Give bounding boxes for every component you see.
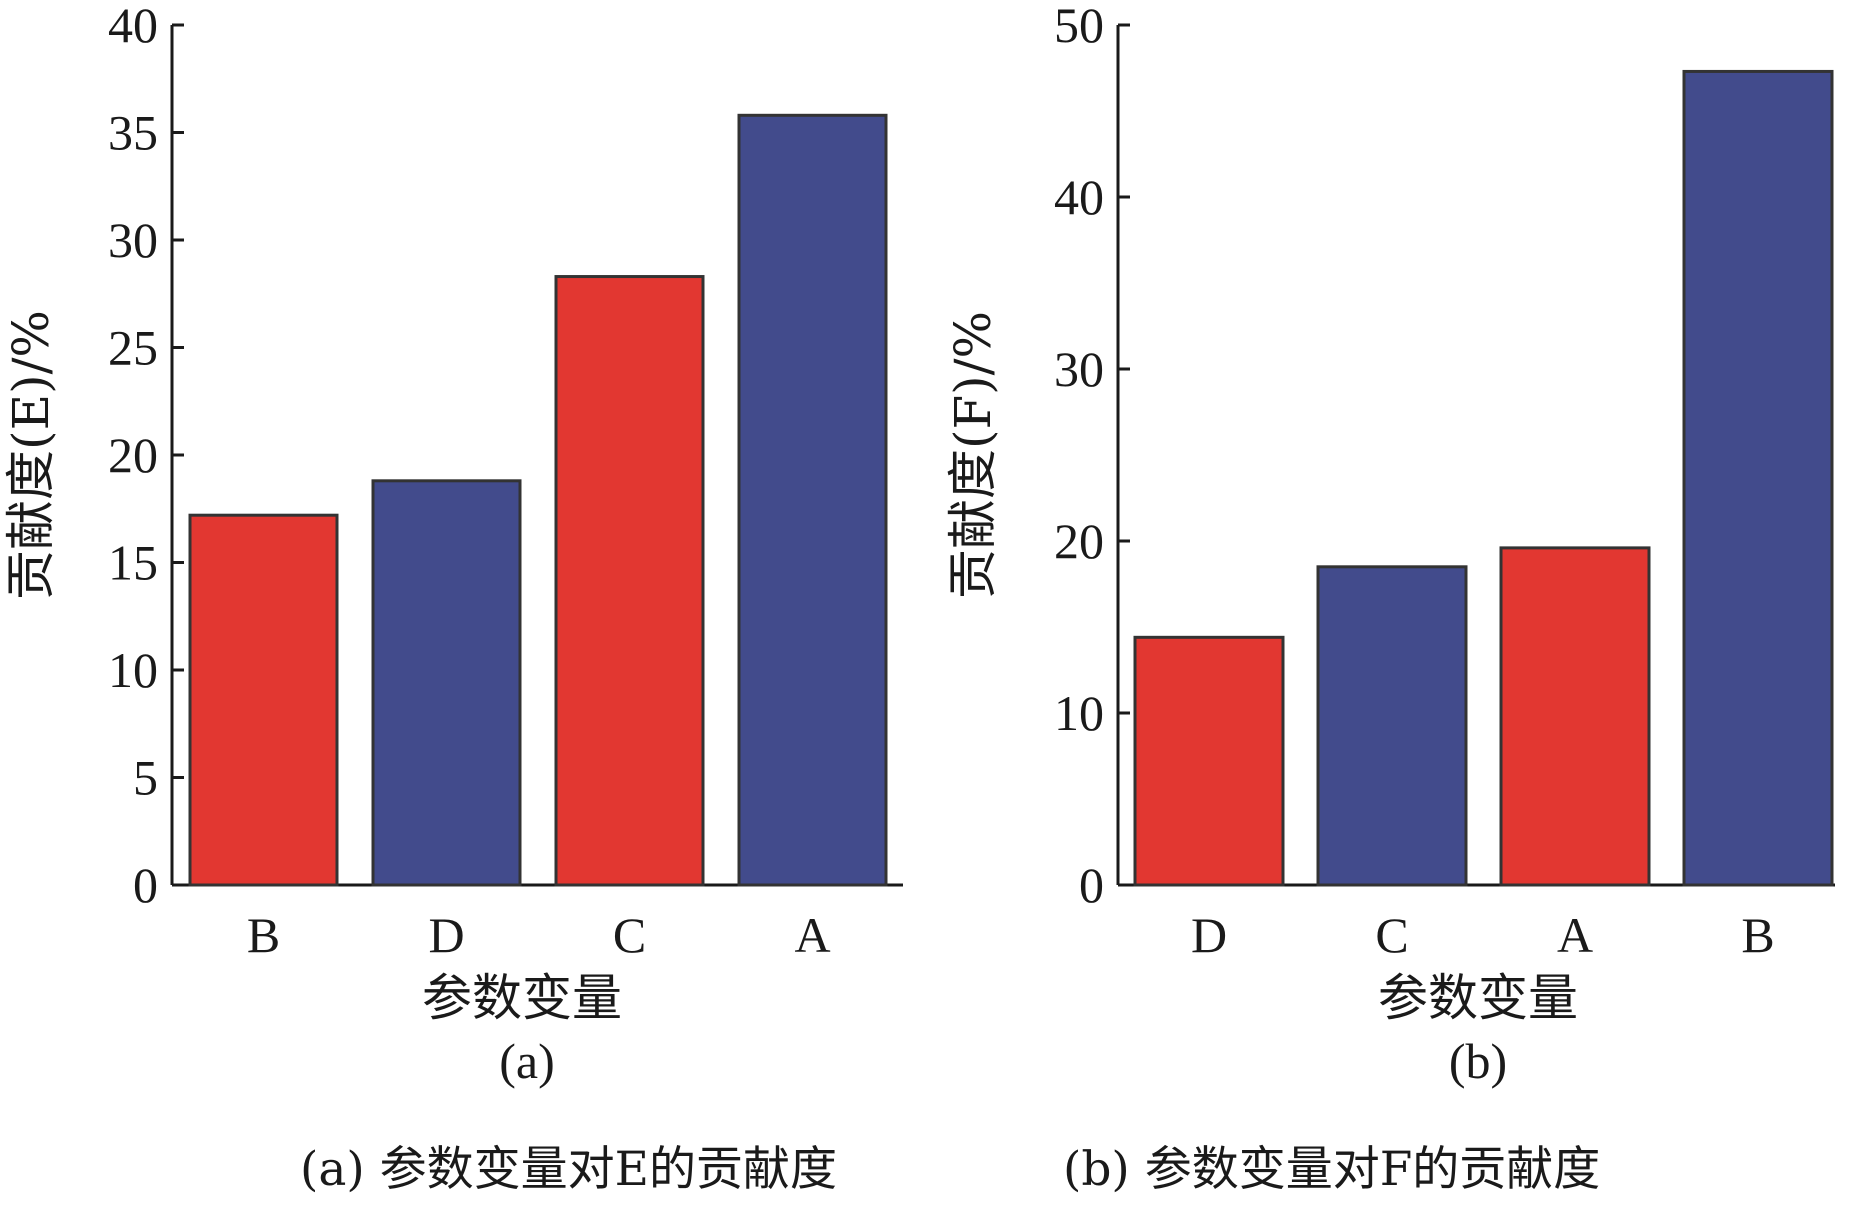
- bar-D: [1133, 635, 1285, 887]
- bar-D: [371, 479, 522, 887]
- y-tick-label: 30: [108, 212, 158, 268]
- y-axis-title: 贡献度(F)/%: [944, 311, 1002, 599]
- panel-label: (a): [499, 1033, 555, 1089]
- bar-C: [1316, 565, 1468, 887]
- bar-A: [737, 113, 888, 887]
- bar-A: [1499, 546, 1651, 887]
- x-axis-title: 参数变量: [422, 969, 622, 1027]
- y-tick-label: 20: [1054, 513, 1104, 569]
- panel-label: (b): [1449, 1033, 1507, 1089]
- y-tick-label: 0: [1079, 857, 1104, 913]
- caption-a: (a) 参数变量对E的贡献度: [300, 1142, 837, 1197]
- y-tick-label: 10: [1054, 685, 1104, 741]
- y-tick-label: 30: [1054, 341, 1104, 397]
- x-tick-label: C: [613, 907, 646, 963]
- x-tick-label: A: [1557, 907, 1593, 963]
- chart-panel-a: 0 5 10 15 20 25 30 35 40 B D C A 参数变量 贡献度(E)/% (a): [2, 0, 903, 1089]
- x-tick-label: D: [428, 907, 464, 963]
- bar-B: [188, 513, 339, 887]
- y-tick-label: 35: [108, 105, 158, 161]
- y-tick-label: 50: [1054, 0, 1104, 53]
- x-tick-label: B: [247, 907, 280, 963]
- y-tick-label: 40: [1054, 169, 1104, 225]
- y-tick-label: 25: [108, 320, 158, 376]
- chart-panel-b: 0 10 20 30 40 50 D C A B 参数变量 贡献度(F)/% (b): [944, 0, 1835, 1089]
- y-tick-label: 5: [133, 750, 158, 806]
- x-tick-label: D: [1191, 907, 1227, 963]
- y-axis-title: 贡献度(E)/%: [2, 310, 60, 600]
- bar-B: [1682, 69, 1834, 887]
- y-tick-label: 15: [108, 535, 158, 591]
- x-tick-label: A: [794, 907, 830, 963]
- x-tick-label: B: [1741, 907, 1774, 963]
- x-axis-title: 参数变量: [1378, 969, 1578, 1027]
- y-tick-label: 20: [108, 427, 158, 483]
- y-tick-label: 10: [108, 642, 158, 698]
- y-tick-label: 40: [108, 0, 158, 53]
- bar-C: [554, 275, 705, 887]
- x-tick-label: C: [1375, 907, 1408, 963]
- y-tick-label: 0: [133, 857, 158, 913]
- caption-b: (b) 参数变量对F的贡献度: [1063, 1142, 1600, 1197]
